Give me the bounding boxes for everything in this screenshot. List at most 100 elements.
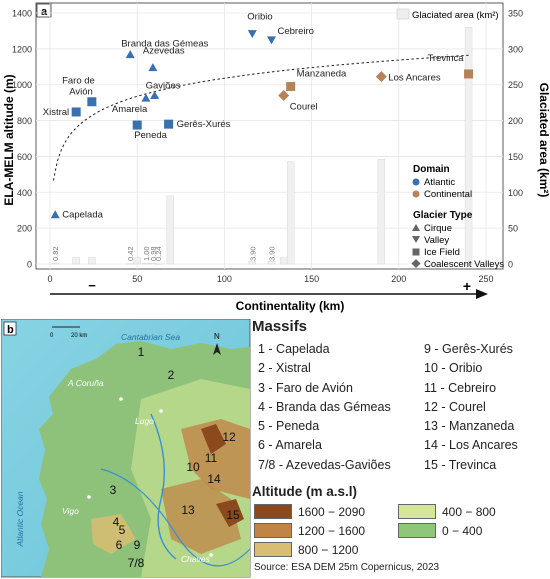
area-bar — [377, 159, 386, 265]
map-high-east — [181, 419, 250, 499]
north-arrow-icon — [213, 343, 221, 355]
massif-item: 14 - Los Ancares — [424, 438, 518, 453]
altitude-swatch-1 — [254, 504, 292, 519]
marker-icefield — [87, 97, 97, 107]
arrow-minus: − — [88, 278, 96, 293]
altitude-item-4: 400 − 800 — [398, 504, 496, 519]
point-label: Gaviões — [146, 80, 181, 91]
massif-number: 13 — [181, 503, 195, 517]
point-label: Xistral — [43, 107, 69, 118]
marker-icefield — [132, 120, 142, 130]
y-tick-left: 1000 — [12, 80, 32, 90]
city-a-coruna: A Coruña — [67, 378, 104, 388]
map-high-southwest — [91, 514, 136, 554]
y-tick-right: 150 — [508, 152, 523, 162]
area-bar — [464, 27, 473, 265]
massif-item: 9 - Gerês-Xurés — [424, 342, 513, 356]
point-label: Los Ancares — [388, 73, 441, 84]
marker-valley — [266, 36, 276, 45]
altitude-item-1: 1600 − 2090 — [254, 504, 365, 519]
point-label: Avión — [69, 87, 93, 98]
ocean-label: Atlantic Ocean — [15, 491, 25, 548]
x-tick: 0 — [47, 274, 52, 284]
legend-area-swatch — [396, 8, 410, 20]
map-legend: Massifs 1 - Capelada 2 - Xistral 3 - Faro … — [252, 318, 548, 579]
panel-label: a — [41, 6, 48, 18]
area-bar — [166, 195, 175, 265]
y-tick-right: 0 — [508, 260, 513, 270]
area-bar — [267, 260, 276, 265]
area-bar — [279, 257, 288, 265]
massif-item: 15 - Trevinca — [424, 457, 497, 472]
source-note: Source: ESA DEM 25m Copernicus, 2023 — [254, 562, 440, 573]
massif-item: 3 - Faro de Avión — [258, 380, 353, 395]
axis-ticks: 0200400600800100012001400050100150200250… — [12, 9, 523, 285]
legend-coalescent-icon — [411, 259, 421, 268]
massif-item: 10 - Oribio — [424, 361, 483, 376]
altitude-swatch-3 — [254, 542, 292, 557]
area-bar-label: 0.42 — [126, 246, 135, 261]
legend-cirque-label: Cirque — [424, 223, 452, 234]
y-tick-left: 600 — [17, 152, 32, 162]
point-label: Cebreiro — [277, 26, 313, 37]
massif-item: 13 - Manzaneda — [424, 419, 515, 434]
massif-number: 15 — [226, 508, 240, 522]
area-bar — [142, 263, 150, 265]
legend-valley-label: Valley — [424, 235, 449, 246]
area-bar — [51, 263, 59, 265]
x-axis-label: Continentality (km) — [236, 299, 345, 313]
y-tick-left: 400 — [17, 188, 32, 198]
y-tick-left: 800 — [17, 116, 32, 126]
marker-icefield — [464, 69, 474, 79]
point-label: Faro de — [62, 76, 95, 87]
plot-frame — [35, 2, 504, 270]
x-tick: 50 — [132, 274, 142, 284]
massif-number: 9 — [134, 538, 141, 552]
massif-item: 11 - Cebreiro — [424, 380, 497, 395]
y-tick-left: 0 — [27, 260, 32, 270]
city-vigo: Vigo — [62, 506, 79, 516]
altitude-swatch-2 — [254, 523, 292, 538]
massifs-title: Massifs — [252, 318, 308, 335]
legend-area-label: Glaciated area (km²) — [412, 10, 499, 21]
legend-continental-swatch — [412, 190, 420, 198]
massif-number: 4 — [113, 515, 120, 529]
altitude-item-3: 800 − 1200 — [254, 542, 358, 557]
altitude-label-5: 0 − 400 — [442, 523, 483, 538]
y-tick-left: 200 — [17, 224, 32, 234]
legend-domain-title: Domain — [413, 164, 450, 175]
y-tick-right: 350 — [508, 9, 523, 19]
map-high-southeast — [161, 479, 241, 554]
legend-icefield-label: Ice Field — [424, 247, 460, 258]
altitude-swatch-4 — [398, 504, 436, 519]
massif-number: 2 — [168, 368, 175, 382]
altitude-swatch-5 — [398, 523, 436, 538]
y-tick-right: 100 — [508, 188, 523, 198]
area-bar-label: 3.90 — [267, 246, 276, 261]
area-bar-label: 0.24 — [154, 246, 163, 261]
point-label: Capelada — [62, 210, 103, 221]
area-bar-label: 0.82 — [51, 246, 60, 261]
area-bar — [133, 257, 141, 265]
massif-number: 10 — [186, 460, 200, 474]
city-chaves: Chaves — [181, 554, 211, 564]
map-peak-ancares — [201, 424, 226, 454]
massif-item: 4 - Branda das Gémeas — [258, 399, 391, 414]
area-bar-label: 0.98 — [149, 246, 158, 261]
massif-item: 2 - Xistral — [258, 361, 311, 376]
x-tick: 100 — [217, 274, 232, 284]
legend-continental-label: Continental — [424, 189, 472, 200]
marker-valley — [247, 30, 257, 39]
point-label: Manzaneda — [297, 69, 347, 80]
marker-cirque — [148, 63, 158, 72]
marker-cirque — [150, 90, 160, 99]
city-vigo-dot — [87, 495, 91, 499]
map-river-sil — [100, 468, 251, 567]
map-panel-label: b — [7, 324, 14, 336]
area-bar — [154, 263, 162, 265]
map-panel-label-box — [3, 321, 17, 336]
y-tick-right: 300 — [508, 44, 523, 54]
massif-item: 12 - Courel — [424, 399, 486, 414]
